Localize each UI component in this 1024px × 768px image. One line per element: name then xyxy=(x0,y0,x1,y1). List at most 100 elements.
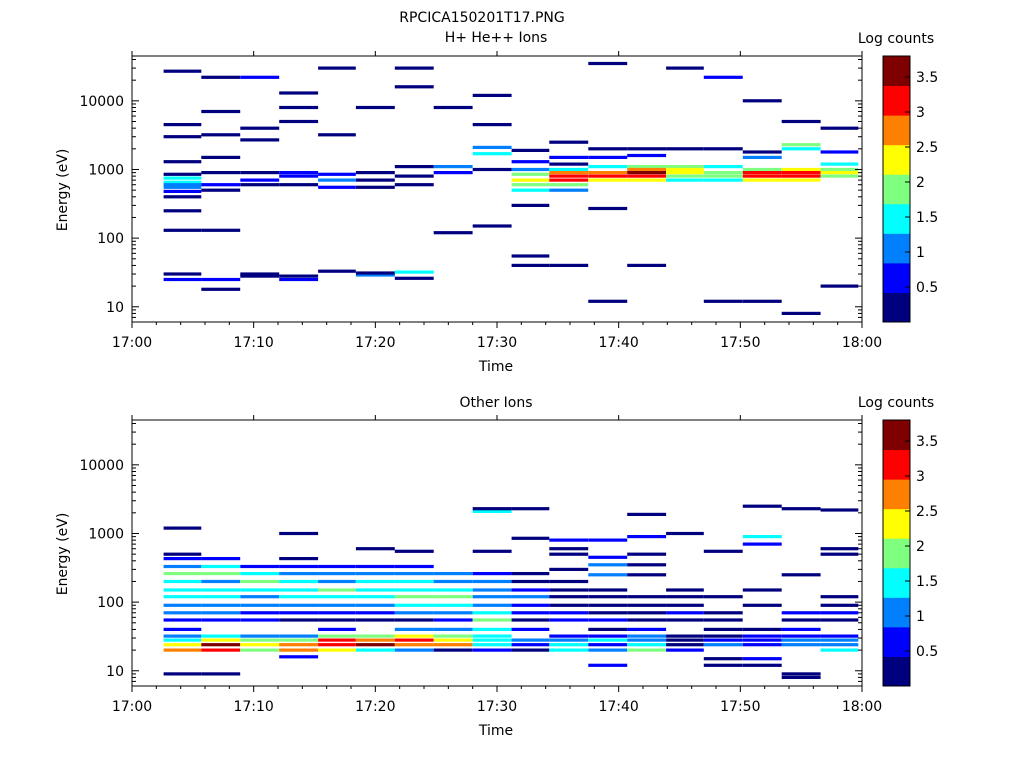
heatmap-cell xyxy=(394,648,434,652)
colorbar-segment xyxy=(883,538,910,569)
heatmap-cells xyxy=(163,504,859,679)
heatmap-cell xyxy=(279,572,319,576)
heatmap-cell xyxy=(355,178,395,182)
heatmap-cell xyxy=(279,557,319,561)
heatmap-cell xyxy=(588,299,628,303)
heatmap-cell xyxy=(279,531,319,536)
heatmap-cell xyxy=(318,269,356,273)
heatmap-cell xyxy=(588,147,628,151)
heatmap-cell xyxy=(355,271,395,275)
heatmap-cell xyxy=(627,535,667,539)
heatmap-cell xyxy=(472,572,512,576)
heatmap-cell xyxy=(588,643,628,647)
heatmap-cell xyxy=(318,572,356,576)
heatmap-cell xyxy=(355,171,395,175)
heatmap-cell xyxy=(666,174,704,178)
heatmap-cell xyxy=(742,627,782,631)
heatmap-cell xyxy=(472,634,512,638)
heatmap-cell xyxy=(588,555,628,559)
heatmap-cell xyxy=(163,643,202,647)
heatmap-cell xyxy=(394,270,434,274)
heatmap-cell xyxy=(703,638,743,642)
heatmap-cell xyxy=(627,611,667,615)
heatmap-cell xyxy=(318,66,356,70)
heatmap-cell xyxy=(549,183,589,187)
heatmap-cell xyxy=(472,618,512,622)
heatmap-cell xyxy=(240,603,280,607)
heatmap-cell xyxy=(355,547,395,551)
x-tick-label: 18:00 xyxy=(842,699,882,715)
heatmap-cell xyxy=(472,509,512,513)
heatmap-cell xyxy=(279,105,319,110)
heatmap-cell xyxy=(549,188,589,192)
heatmap-cell xyxy=(588,178,628,182)
heatmap-cell xyxy=(511,595,550,599)
heatmap-cell xyxy=(201,155,241,159)
heatmap-cell xyxy=(511,588,550,592)
heatmap-cell xyxy=(703,174,743,178)
heatmap-cell xyxy=(472,611,512,615)
heatmap-cell xyxy=(588,634,628,638)
heatmap-cell xyxy=(318,595,356,599)
heatmap-cell xyxy=(820,648,859,652)
heatmap-cell xyxy=(511,254,550,258)
heatmap-cell xyxy=(433,588,473,592)
colorbar-tick-label: 2 xyxy=(916,175,925,191)
heatmap-cell xyxy=(201,588,241,592)
heatmap-cell xyxy=(588,611,628,615)
heatmap-cell xyxy=(588,618,628,622)
heatmap-cell xyxy=(666,147,704,151)
y-tick-label: 10 xyxy=(106,664,124,680)
heatmap-cell xyxy=(472,152,512,156)
heatmap-cell xyxy=(511,178,550,182)
heatmap-cell xyxy=(201,183,241,187)
panel-other-ions: Other Ions Log counts Time Energy (eV) 1… xyxy=(55,395,938,739)
heatmap-cell xyxy=(781,171,821,175)
heatmap-cell xyxy=(355,572,395,576)
heatmap-cell xyxy=(201,277,241,282)
heatmap-cell xyxy=(703,147,743,151)
heatmap-cell xyxy=(394,634,434,638)
heatmap-cell xyxy=(355,105,395,110)
heatmap-cell xyxy=(588,638,628,642)
colorbar-segment xyxy=(883,479,910,510)
heatmap-cell xyxy=(355,595,395,599)
heatmap-cell xyxy=(742,155,782,159)
panel-title: H+ He++ Ions xyxy=(445,30,548,46)
heatmap-cell xyxy=(820,174,859,178)
heatmap-cell xyxy=(666,648,704,652)
heatmap-cell xyxy=(820,552,859,556)
heatmap-cell xyxy=(318,638,356,642)
heatmap-cell xyxy=(549,634,589,638)
heatmap-cell xyxy=(820,638,859,642)
heatmap-cell xyxy=(163,618,202,622)
heatmap-cell xyxy=(394,595,434,599)
heatmap-cell xyxy=(666,618,704,622)
heatmap-cell xyxy=(201,564,241,569)
heatmap-cell xyxy=(742,634,782,638)
heatmap-cell xyxy=(394,638,434,642)
heatmap-cell xyxy=(163,579,202,584)
heatmap-cell xyxy=(433,634,473,638)
heatmap-cell xyxy=(511,167,550,172)
heatmap-cell xyxy=(240,274,280,278)
heatmap-cell xyxy=(201,638,241,642)
heatmap-cell xyxy=(511,648,550,652)
heatmap-cell xyxy=(549,579,589,584)
heatmap-cell xyxy=(549,618,589,622)
heatmap-cell xyxy=(588,603,628,607)
y-tick-label: 10000 xyxy=(79,94,124,110)
colorbar: 0.5 1 1.5 2 2.5 3 3.5 xyxy=(882,419,938,687)
colorbar-segment xyxy=(883,174,910,205)
heatmap-cell xyxy=(627,167,667,172)
heatmap-cell xyxy=(201,618,241,622)
heatmap-cell xyxy=(703,618,743,622)
heatmap-cell xyxy=(588,171,628,175)
heatmap-cell xyxy=(703,299,743,303)
x-tick-label: 17:20 xyxy=(355,335,395,351)
colorbar-segment xyxy=(883,292,910,323)
y-axis-label: Energy (eV) xyxy=(55,149,71,232)
colorbar-segment xyxy=(883,115,910,146)
heatmap-cell xyxy=(627,603,667,607)
